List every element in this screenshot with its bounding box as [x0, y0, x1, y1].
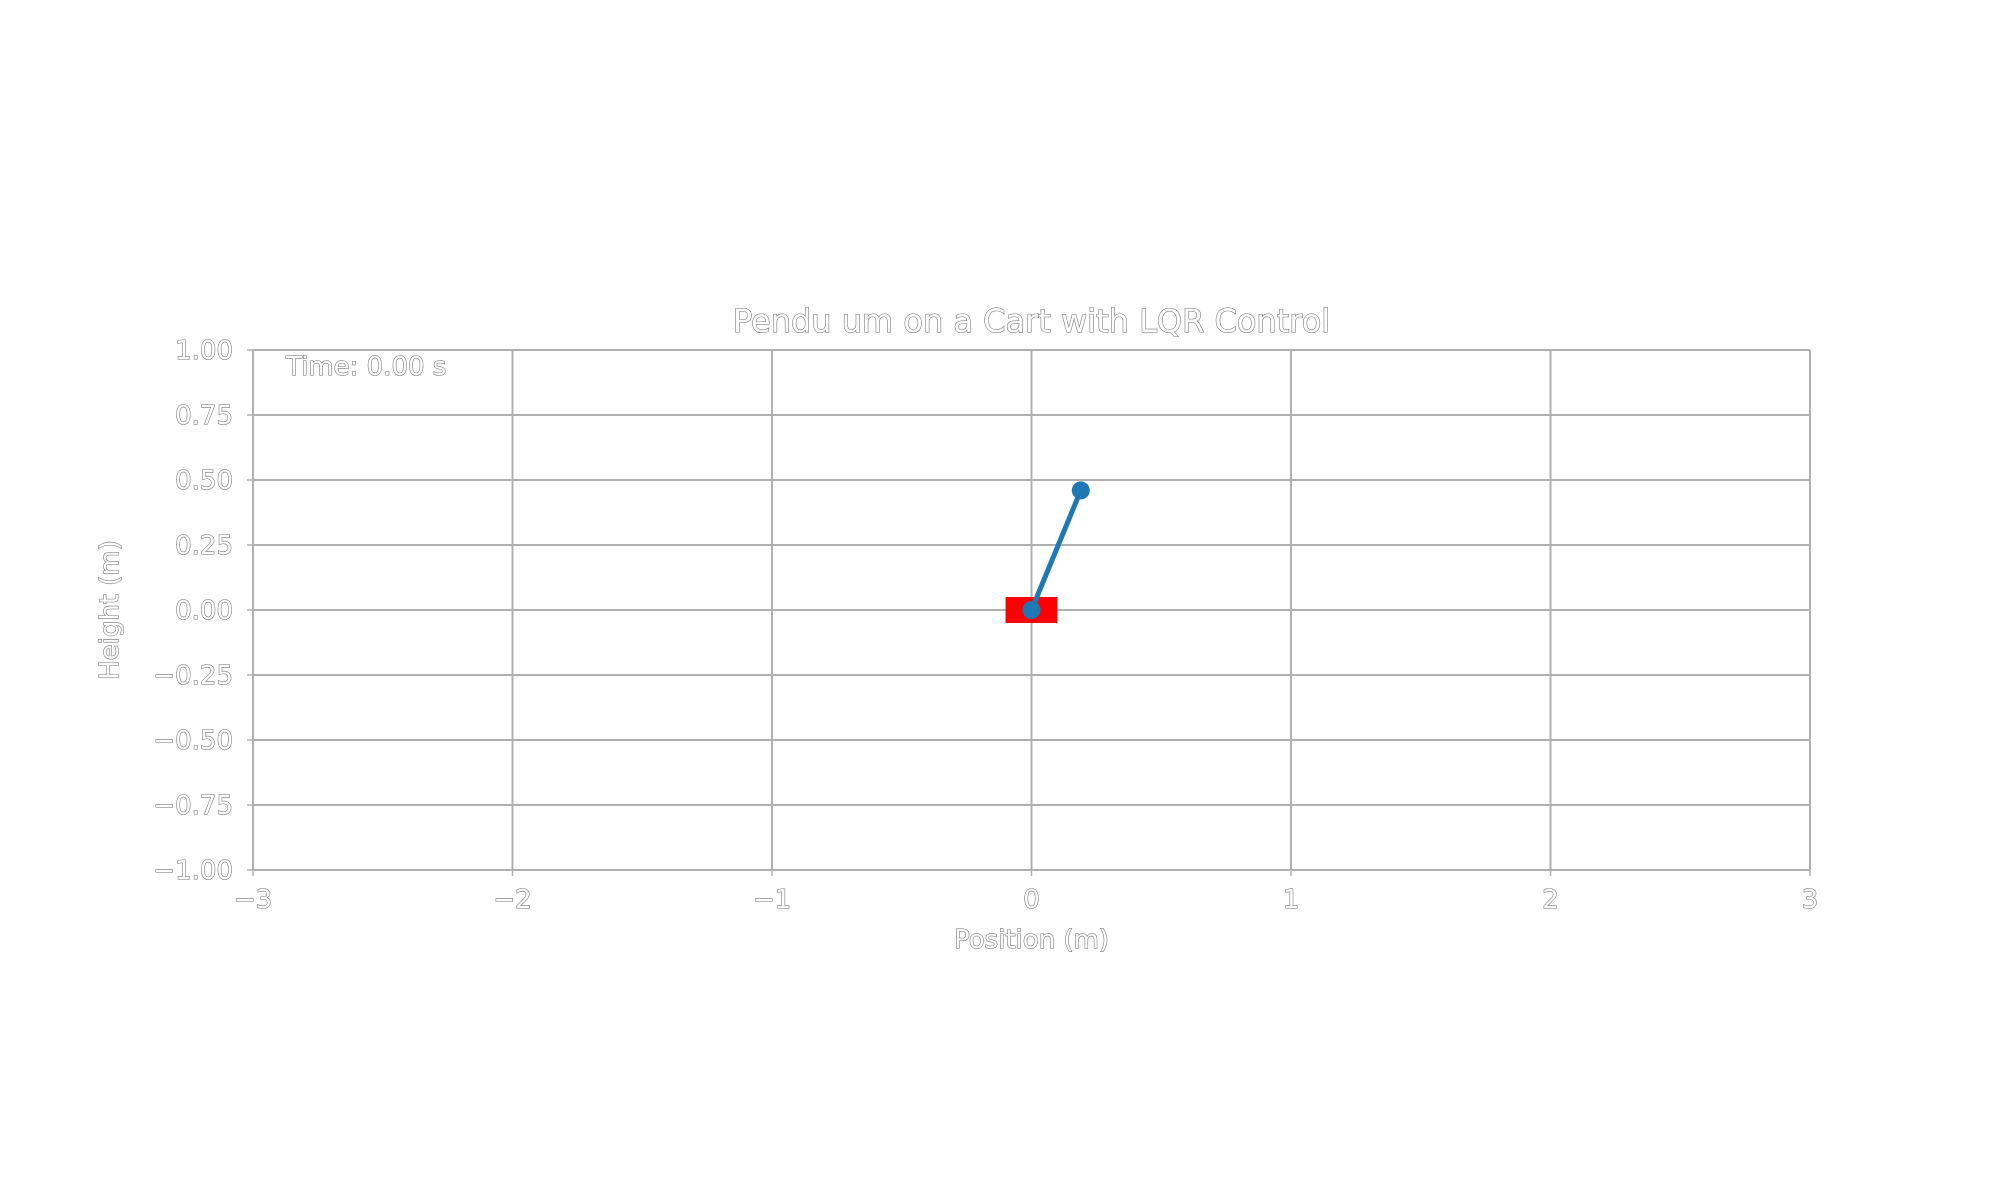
y-tick-label: −1.00 [153, 856, 233, 886]
y-tick-label: 0.50 [175, 466, 233, 496]
y-axis-label: Height (m) [95, 540, 125, 680]
x-tick-label: 2 [1542, 885, 1559, 915]
y-tick-label: 0.75 [175, 401, 233, 431]
pendulum-pivot [1022, 601, 1041, 619]
time-annotation: Time: 0.00 s [285, 352, 446, 382]
y-tick-label: −0.75 [153, 791, 233, 821]
y-tick-label: −0.50 [153, 726, 233, 756]
pendulum-bob [1071, 481, 1090, 500]
x-tick-label: 3 [1802, 885, 1819, 915]
axis-ticks: −3 −2 −1 0 1 2 3 1.00 0.75 0.50 0.25 0.00 −0.25 −0.50… [153, 335, 1819, 915]
pendulum-rod [1029, 487, 1084, 613]
y-tick-label: 0.00 [175, 596, 233, 626]
y-tick-label: −0.25 [153, 661, 233, 691]
chart-title: Pendu um on a Cart with LQR Control [733, 302, 1330, 340]
x-tick-label: −3 [234, 885, 272, 915]
x-tick-label: −1 [753, 885, 791, 915]
x-tick-label: −2 [493, 885, 531, 915]
x-axis-label: Position (m) [954, 925, 1109, 955]
y-tick-label: 1.00 [175, 336, 233, 366]
chart-marks [1005, 481, 1090, 623]
x-tick-label: 1 [1283, 885, 1300, 915]
x-tick-label: 0 [1023, 885, 1040, 915]
y-tick-label: 0.25 [175, 531, 233, 561]
